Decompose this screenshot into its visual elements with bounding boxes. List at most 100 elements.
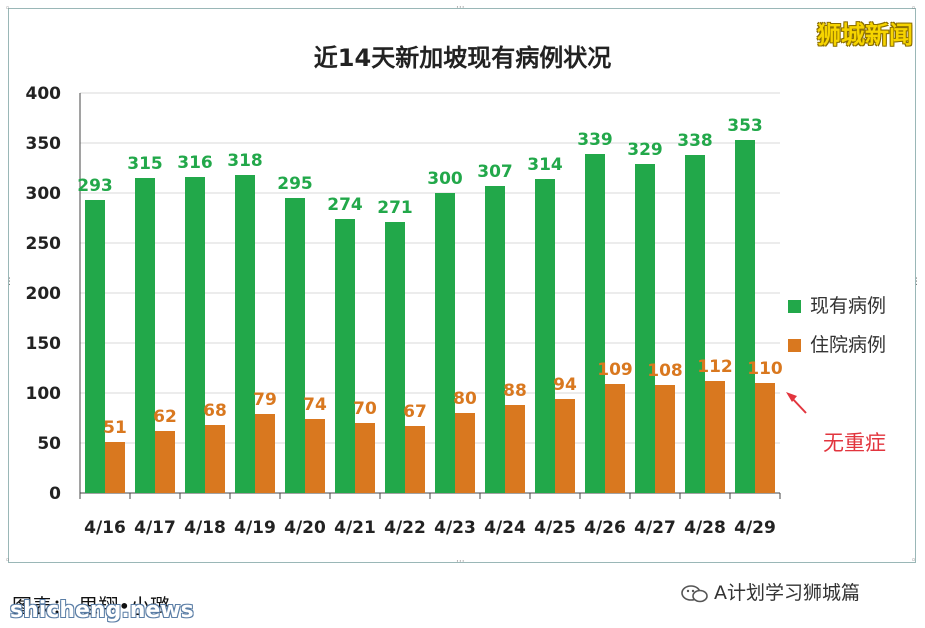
x-axis-ticks: 4/16 4/17 4/18 4/19 4/20 4/21 4/22 4/23 4/24 4/25…	[84, 518, 776, 538]
bar-hospitalised	[705, 381, 725, 493]
data-label: 295	[277, 174, 313, 194]
bar-hospitalised	[105, 442, 125, 493]
x-tick-label: 4/17	[134, 518, 176, 538]
bar-hospitalised	[505, 405, 525, 493]
x-tick-label: 4/21	[334, 518, 376, 538]
wechat-account-name: A计划学习狮城篇	[714, 582, 860, 604]
data-label: 68	[203, 401, 227, 421]
data-label: 108	[647, 361, 683, 381]
data-label: 67	[403, 402, 427, 422]
bar-current-cases	[635, 164, 655, 493]
legend-item-series-1: 现有病例	[788, 291, 886, 318]
wechat-icon	[680, 584, 710, 604]
resize-handle-top-left[interactable]: ◦	[5, 4, 11, 14]
bar-hospitalised	[405, 426, 425, 493]
data-label: 300	[427, 169, 463, 189]
bar-hospitalised	[555, 399, 575, 493]
x-tick-label: 4/22	[384, 518, 426, 538]
bar-current-cases	[485, 186, 505, 493]
data-label: 80	[453, 389, 477, 409]
arrow-head	[786, 392, 797, 402]
chart-credit: 图表： 思翔•小璐	[12, 594, 171, 618]
resize-handle-bottom-right[interactable]: ◦	[911, 556, 917, 566]
data-label: 51	[103, 418, 127, 438]
bar-current-cases	[185, 177, 205, 493]
y-tick-label: 150	[26, 334, 62, 354]
bar-current-cases	[585, 154, 605, 493]
resize-handle-top[interactable]: ···	[456, 3, 465, 13]
legend-label: 住院病例	[810, 334, 887, 356]
annotation-no-severe: 无重症	[823, 431, 886, 455]
data-label: 316	[177, 153, 213, 173]
resize-handle-left[interactable]: ⋮	[5, 277, 14, 287]
chart-title: 近14天新加坡现有病例状况	[313, 44, 612, 72]
data-label: 318	[227, 151, 263, 171]
bar-hospitalised	[605, 384, 625, 493]
annotation-arrow	[786, 392, 807, 414]
resize-handle-bottom-left[interactable]: ◦	[5, 556, 11, 566]
bar-current-cases	[435, 193, 455, 493]
bar-current-cases	[685, 155, 705, 493]
data-label: 338	[677, 131, 713, 151]
y-tick-label: 250	[26, 234, 62, 254]
data-label: 314	[527, 155, 563, 175]
y-tick-label: 350	[26, 134, 62, 154]
bar-current-cases	[135, 178, 155, 493]
data-label: 110	[747, 359, 783, 379]
resize-handle-bottom[interactable]: ···	[456, 557, 465, 567]
data-label: 353	[727, 116, 763, 136]
bar-current-cases	[735, 140, 755, 493]
bar-current-cases	[535, 179, 555, 493]
x-tick-label: 4/18	[184, 518, 226, 538]
data-label: 271	[377, 198, 413, 218]
x-tick-label: 4/20	[284, 518, 326, 538]
data-label: 94	[553, 375, 577, 395]
x-tick-label: 4/24	[484, 518, 526, 538]
data-label: 274	[327, 195, 363, 215]
data-label: 339	[577, 130, 613, 150]
x-tick-label: 4/29	[734, 518, 776, 538]
bar-current-cases	[385, 222, 405, 493]
bar-current-cases	[285, 198, 305, 493]
legend-swatch-orange	[788, 339, 801, 352]
data-label: 88	[503, 381, 527, 401]
y-tick-label: 200	[26, 284, 62, 304]
bar-hospitalised	[455, 413, 475, 493]
y-axis-ticks: 0 50 100 150 200 250 300 350 400	[26, 84, 62, 504]
x-tick-label: 4/28	[684, 518, 726, 538]
bar-hospitalised	[655, 385, 675, 493]
bar-current-cases	[85, 200, 105, 493]
x-tick-label: 4/26	[584, 518, 626, 538]
resize-handle-right[interactable]: ⋮	[912, 277, 921, 287]
y-tick-label: 400	[26, 84, 62, 104]
bar-hospitalised	[355, 423, 375, 493]
y-tick-label: 300	[26, 184, 62, 204]
wechat-account: A计划学习狮城篇	[680, 578, 860, 605]
data-label: 79	[253, 390, 277, 410]
data-label: 62	[153, 407, 177, 427]
y-tick-label: 0	[49, 484, 61, 504]
bar-hospitalised	[155, 431, 175, 493]
legend-item-series-2: 住院病例	[788, 330, 886, 357]
legend-label: 现有病例	[810, 295, 887, 317]
x-tick-label: 4/23	[434, 518, 476, 538]
bars	[85, 140, 775, 493]
x-tick-label: 4/25	[534, 518, 576, 538]
bar-hospitalised	[755, 383, 775, 493]
data-label: 109	[597, 360, 633, 380]
bar-current-cases	[235, 175, 255, 493]
data-labels: 293 51 315 62 316 68 318 79 295 74 274 70 271 67 300 80…	[77, 116, 783, 438]
resize-handle-top-right[interactable]: ◦	[911, 4, 917, 14]
site-watermark: shicheng.news	[10, 598, 194, 623]
y-tick-label: 50	[37, 434, 61, 454]
data-label: 315	[127, 154, 163, 174]
x-tick-label: 4/27	[634, 518, 676, 538]
data-label: 112	[697, 357, 733, 377]
data-label: 307	[477, 162, 513, 182]
x-tick-label: 4/19	[234, 518, 276, 538]
bar-hospitalised	[305, 419, 325, 493]
bar-current-cases	[335, 219, 355, 493]
data-label: 329	[627, 140, 663, 160]
brand-logo-text: 狮城新闻	[817, 21, 913, 49]
